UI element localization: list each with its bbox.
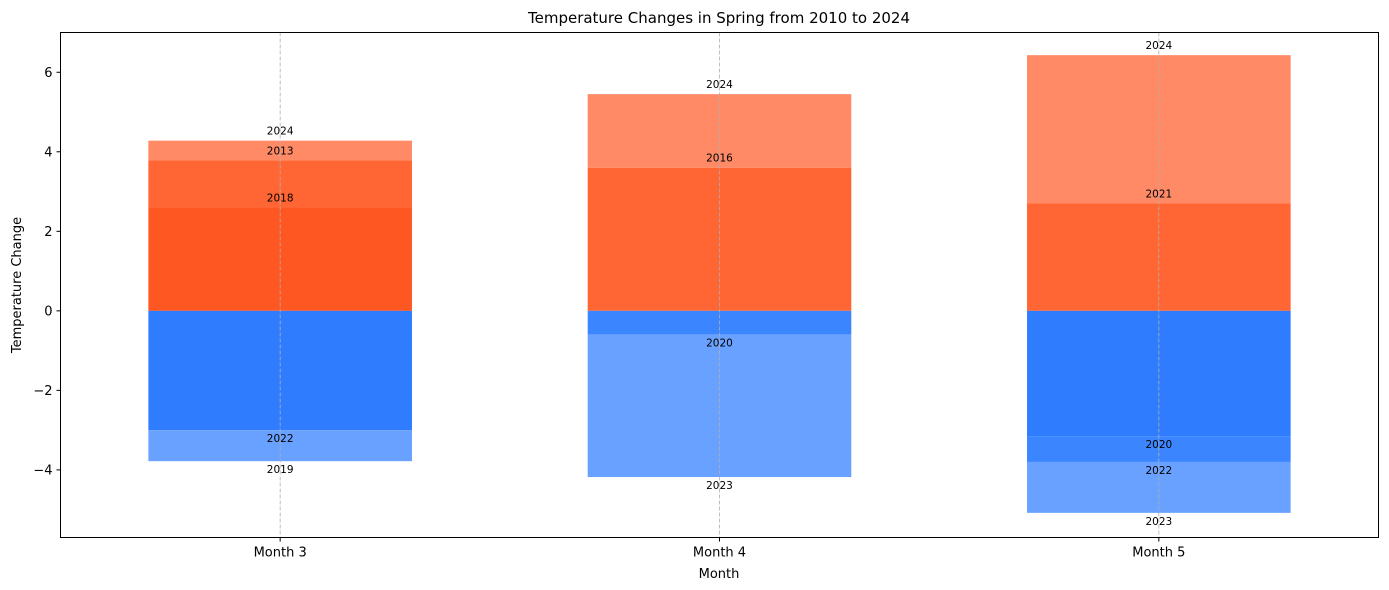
segment-year-label: 2016 [706,153,733,165]
segment-year-label: 2024 [267,126,294,138]
segment-year-label: 2024 [1145,40,1172,52]
segment-year-label: 2022 [267,433,294,445]
bar-segment [1027,310,1291,437]
vertical-gridlines [279,32,1160,538]
y-tick-label: 6 [44,66,52,81]
x-tick-label: Month 3 [254,546,307,561]
segment-year-label: 2023 [1145,516,1172,528]
y-tick-label: 2 [44,225,52,240]
segment-labels: 2018 2013 2024 2022 2019 2016 2024 2020 2023 2021… [267,40,1173,528]
x-tick-label: Month 4 [693,546,746,561]
y-tick-label: 4 [44,145,52,160]
x-axis-label: Month [699,567,740,582]
bar-segment [148,140,412,161]
segment-year-label: 2013 [267,146,294,158]
segment-year-label: 2020 [706,338,733,350]
y-axis: −4 −2 0 2 4 6 [33,66,61,478]
segment-year-label: 2019 [267,464,294,476]
y-tick-label: −4 [33,463,52,478]
x-tick-label: Month 5 [1132,546,1185,561]
y-axis-label: Temperature Change [10,217,25,354]
segment-year-label: 2021 [1145,188,1172,200]
segment-year-label: 2022 [1145,465,1172,477]
segment-year-label: 2024 [706,79,733,91]
y-tick-label: 0 [44,304,52,319]
segment-year-label: 2023 [706,480,733,492]
chart-title: Temperature Changes in Spring from 2010 … [527,9,910,27]
segment-year-label: 2018 [267,192,294,204]
bar-segment [148,207,412,311]
y-tick-label: −2 [33,384,52,399]
segment-year-label: 2020 [1145,439,1172,451]
x-axis: Month 3 Month 4 Month 5 [254,537,1185,561]
